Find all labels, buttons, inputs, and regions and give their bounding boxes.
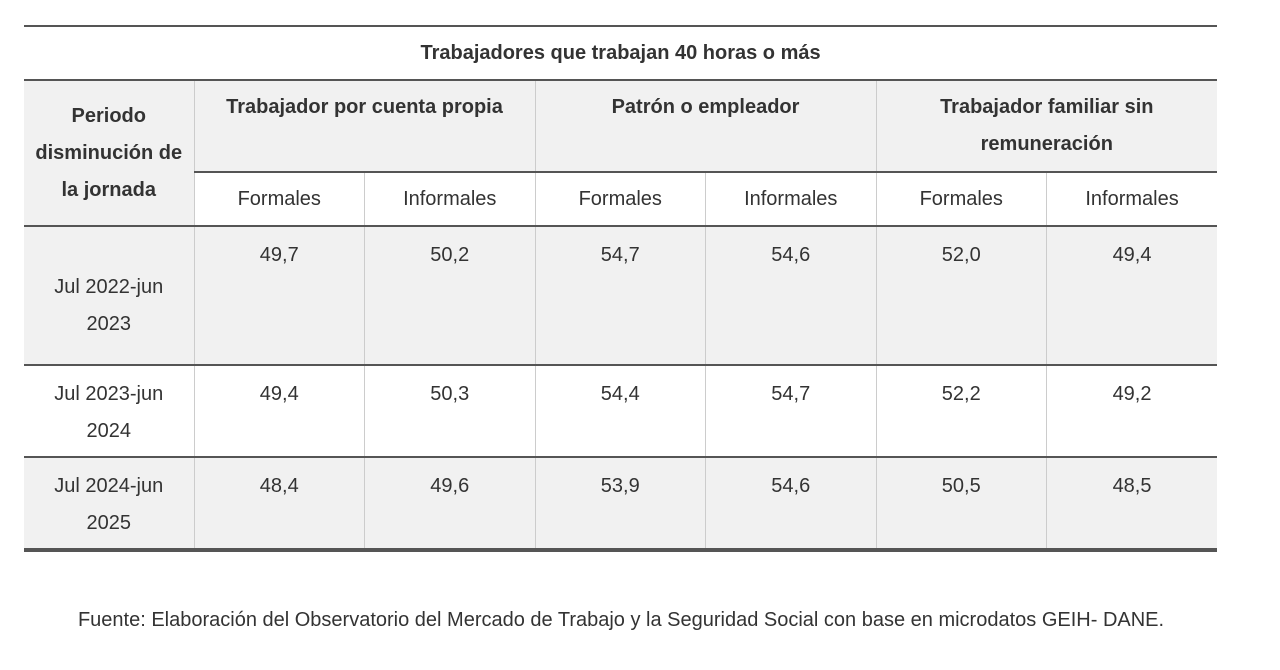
table-title: Trabajadores que trabajan 40 horas o más: [24, 25, 1218, 81]
table-row: Jul 2022-jun 2023 49,7 50,2 54,7 54,6 52…: [24, 226, 1218, 365]
value-cell: 54,4: [534, 365, 706, 457]
value-cell: 52,0: [875, 226, 1047, 365]
subheader-row: Formales Informales Formales Informales …: [24, 172, 1218, 227]
data-table-container: Trabajadores que trabajan 40 horas o más…: [24, 25, 1218, 552]
table-row: Jul 2023-jun 2024 49,4 50,3 54,4 54,7 52…: [24, 365, 1218, 457]
value-cell: 53,9: [534, 457, 706, 550]
group-header-cuenta-propia: Trabajador por cuenta propia: [193, 80, 535, 173]
value-cell: 52,2: [875, 365, 1047, 457]
value-cell: 50,3: [364, 365, 535, 457]
value-cell: 49,6: [364, 457, 535, 550]
group-header-familiar: Trabajador familiar sin remuneración: [875, 80, 1218, 173]
value-cell: 54,7: [705, 365, 876, 457]
value-cell: 50,2: [364, 226, 535, 365]
value-cell: 48,4: [193, 457, 365, 550]
subheader-formales: Formales: [193, 172, 365, 227]
period-cell: Jul 2023-jun 2024: [24, 365, 194, 457]
period-cell: Jul 2024-jun 2025: [24, 457, 194, 550]
group-header-patron: Patrón o empleador: [534, 80, 876, 173]
value-cell: 49,4: [1046, 226, 1218, 365]
value-cell: 50,5: [875, 457, 1047, 550]
value-cell: 48,5: [1046, 457, 1218, 550]
table-title-row: Trabajadores que trabajan 40 horas o más: [24, 25, 1218, 81]
source-note: Fuente: Elaboración del Observatorio del…: [77, 609, 1165, 631]
workers-40-hours-table: Trabajadores que trabajan 40 horas o más…: [24, 25, 1218, 552]
value-cell: 49,7: [193, 226, 365, 365]
value-cell: 54,7: [534, 226, 706, 365]
value-cell: 49,4: [193, 365, 365, 457]
subheader-formales: Formales: [534, 172, 706, 227]
group-header-row: Periodo disminución de la jornada Trabaj…: [24, 80, 1218, 227]
subheader-informales: Informales: [705, 172, 876, 227]
table-row: Jul 2024-jun 2025 48,4 49,6 53,9 54,6 50…: [24, 457, 1218, 550]
value-cell: 54,6: [705, 457, 876, 550]
subheader-formales: Formales: [875, 172, 1047, 227]
subheader-informales: Informales: [364, 172, 535, 227]
value-cell: 49,2: [1046, 365, 1218, 457]
period-header: Periodo disminución de la jornada: [24, 80, 194, 227]
subheader-informales: Informales: [1046, 172, 1218, 227]
value-cell: 54,6: [705, 226, 876, 365]
period-cell: Jul 2022-jun 2023: [24, 226, 194, 365]
